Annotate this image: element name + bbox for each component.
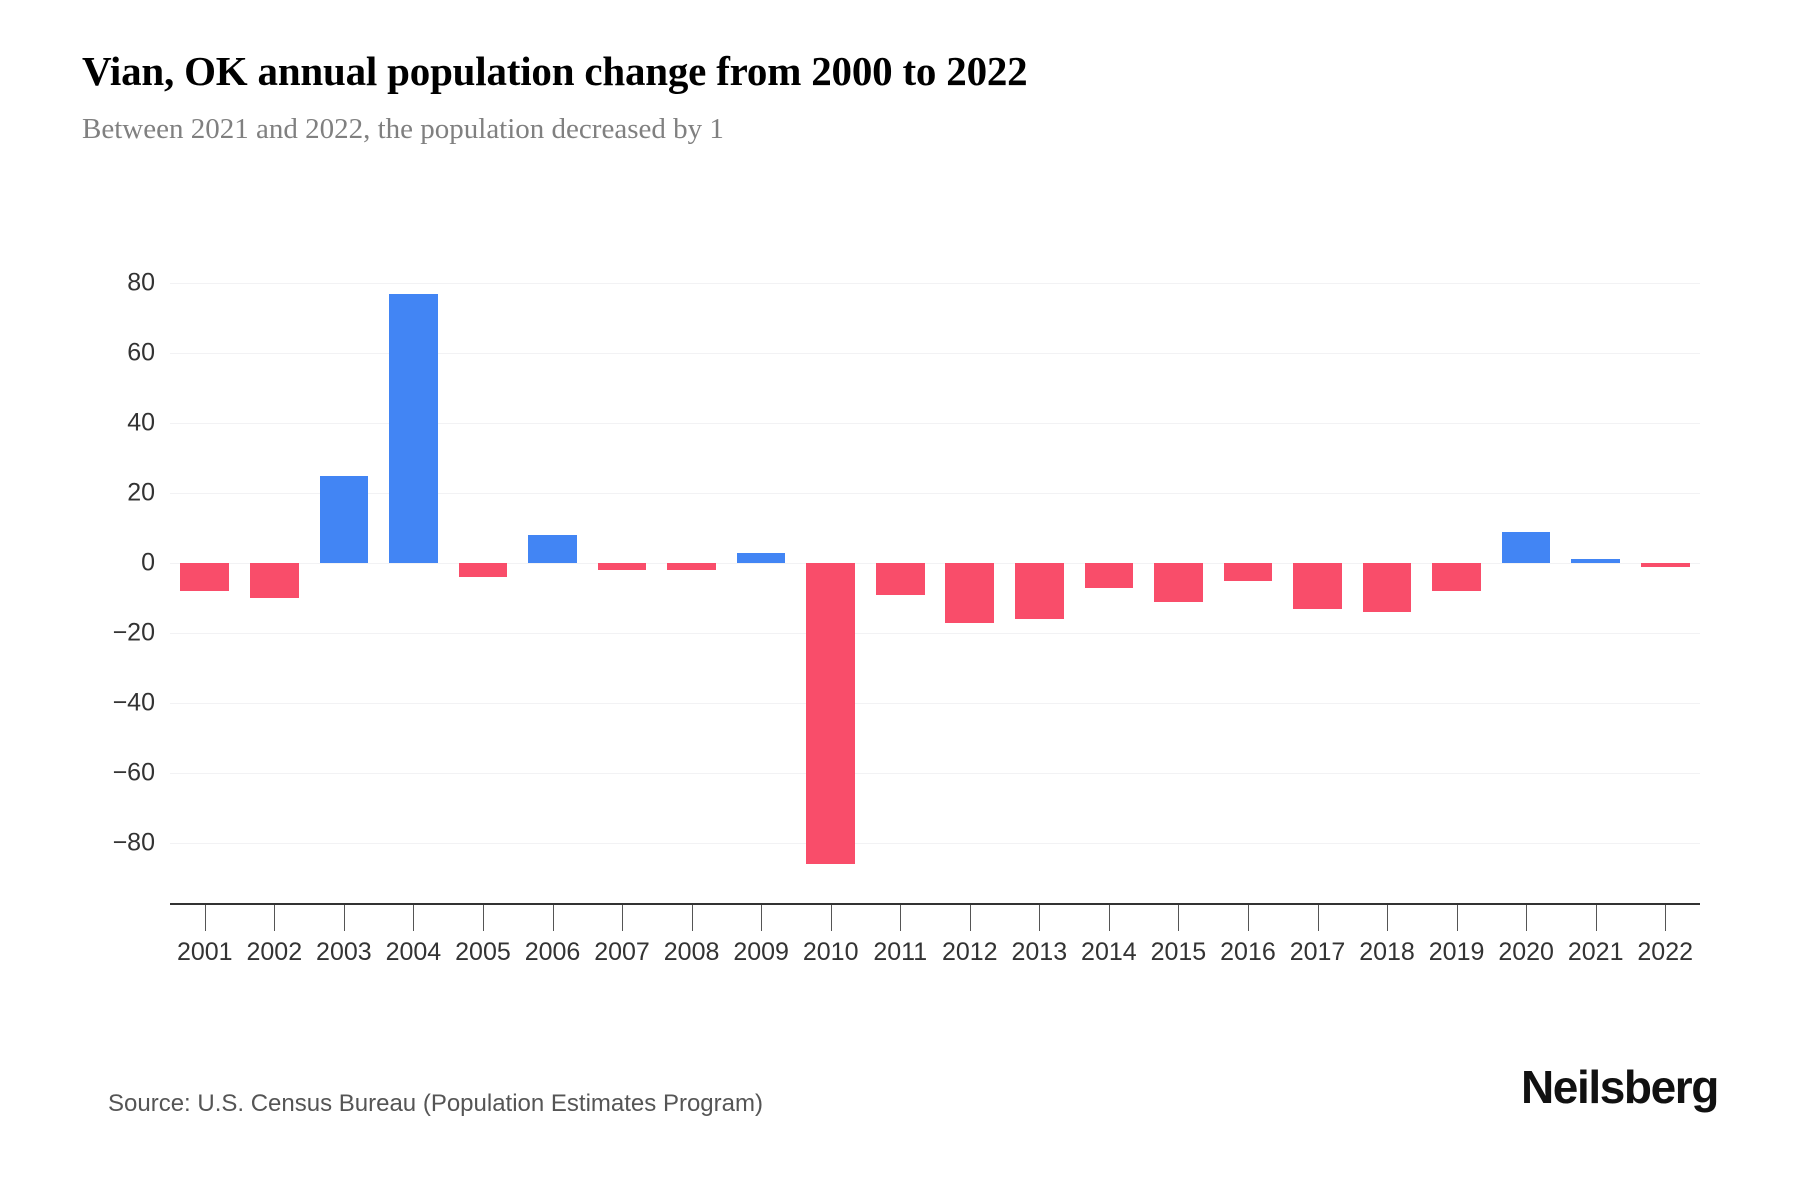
x-axis-labels: 2001 2002 2003 2004 2005 2006 2007 2008 2009 2010… [170, 940, 1700, 980]
gridline [170, 633, 1700, 634]
x-axis-tick [343, 905, 345, 931]
x-axis-tick-label: 2015 [1150, 938, 1207, 966]
bar-2006[interactable] [528, 535, 577, 563]
x-axis-tick [1039, 905, 1041, 931]
x-axis-tick-label: 2012 [941, 938, 998, 966]
x-axis-tick-label: 2014 [1081, 938, 1137, 966]
brand-logo: Neilsberg [1520, 1061, 1719, 1113]
x-axis-tick-label: 2002 [246, 938, 303, 966]
bar-2009[interactable] [736, 552, 786, 563]
x-axis-tick [204, 905, 206, 931]
y-axis-tick-label: 60 [127, 338, 155, 367]
gridline [170, 493, 1700, 494]
x-axis-tick-label: 2007 [594, 938, 650, 966]
bar-2005[interactable] [458, 563, 508, 577]
x-axis-tick-label: 2018 [1359, 938, 1415, 966]
x-axis-tick-label: 2020 [1498, 938, 1554, 966]
bar-2020[interactable] [1501, 531, 1551, 563]
x-axis-tick [761, 905, 763, 931]
chart-header: Vian, OK annual population change from 2… [82, 48, 1702, 147]
x-axis-tick [1108, 905, 1110, 931]
x-axis-ticks [170, 905, 1700, 931]
bar-2014[interactable] [1084, 563, 1134, 588]
x-axis-tick-label: 2022 [1637, 938, 1694, 966]
x-axis-tick [830, 905, 832, 931]
gridline [170, 703, 1700, 704]
gridline [170, 353, 1700, 354]
x-axis-tick-label: 2001 [176, 938, 233, 966]
gridline [170, 843, 1700, 844]
gridline [170, 563, 1700, 564]
bar-2013[interactable] [1014, 563, 1064, 619]
x-axis-tick [622, 905, 624, 931]
y-axis-labels: 80 60 40 20 0 −20 −40 −60 −80 [60, 250, 155, 890]
bar-2011[interactable] [875, 563, 925, 595]
x-axis-tick-label: 2010 [802, 938, 859, 966]
y-axis-tick-label: 40 [127, 408, 155, 437]
x-axis-tick-label: 2006 [524, 938, 581, 966]
x-axis-tick [1247, 905, 1249, 931]
bar-2016[interactable] [1223, 563, 1273, 581]
x-axis-tick [1456, 905, 1458, 931]
x-axis-tick [1178, 905, 1180, 931]
gridline [170, 423, 1700, 424]
x-axis-line [170, 903, 1700, 905]
bar-2003[interactable] [319, 475, 369, 563]
gridline [170, 283, 1700, 284]
bar-2015[interactable] [1154, 563, 1203, 602]
x-axis-tick-label: 2021 [1567, 938, 1624, 966]
x-axis-tick-label: 2017 [1289, 938, 1346, 966]
x-axis-tick [274, 905, 276, 931]
bar-2018[interactable] [1362, 563, 1412, 612]
x-axis-tick [1526, 905, 1528, 931]
x-axis-tick [691, 905, 693, 931]
x-axis-tick [552, 905, 554, 931]
bar-2002[interactable] [249, 563, 299, 598]
x-axis-tick-label: 2008 [663, 938, 720, 966]
y-axis-tick-label: 80 [127, 268, 155, 297]
y-axis-tick-label: −40 [112, 688, 155, 717]
x-axis-tick-label: 2009 [733, 938, 789, 966]
source-note: Source: U.S. Census Bureau (Population E… [108, 1090, 763, 1117]
bar-2019[interactable] [1432, 563, 1481, 591]
bar-2010[interactable] [806, 563, 855, 864]
chart-subtitle: Between 2021 and 2022, the population de… [82, 113, 724, 146]
bar-2022[interactable] [1640, 563, 1690, 567]
x-axis-tick-label: 2004 [385, 938, 442, 966]
x-axis-tick [482, 905, 484, 931]
x-axis-tick-label: 2013 [1011, 938, 1068, 966]
y-axis-tick-label: −60 [112, 758, 155, 787]
x-axis-tick [413, 905, 415, 931]
gridlines [170, 250, 1700, 890]
y-axis-tick-label: −80 [112, 828, 155, 857]
bar-2001[interactable] [180, 563, 230, 591]
page-title: Vian, OK annual population change from 2… [82, 48, 1028, 94]
bar-2007[interactable] [597, 563, 647, 570]
x-axis-tick-label: 2011 [873, 938, 928, 966]
bar-2004[interactable] [389, 293, 438, 563]
bar-series [170, 250, 1700, 890]
x-axis-tick-label: 2016 [1220, 938, 1276, 966]
y-axis-tick-label: −20 [112, 618, 155, 647]
y-axis-tick-label: 20 [127, 478, 155, 507]
x-axis-tick [1317, 905, 1319, 931]
bar-2008[interactable] [667, 563, 716, 570]
gridline [170, 773, 1700, 774]
bar-2017[interactable] [1293, 563, 1342, 609]
x-axis-tick-label: 2005 [455, 938, 511, 966]
x-axis-tick [969, 905, 971, 931]
x-axis-tick [1595, 905, 1597, 931]
x-axis-tick [1387, 905, 1389, 931]
x-axis-tick [900, 905, 902, 931]
x-axis-tick [1665, 905, 1667, 931]
bar-2012[interactable] [945, 563, 995, 623]
x-axis-tick-label: 2003 [316, 938, 372, 966]
y-axis-tick-label: 0 [141, 548, 155, 577]
x-axis-tick-label: 2019 [1428, 938, 1485, 966]
bar-2021[interactable] [1571, 559, 1620, 563]
